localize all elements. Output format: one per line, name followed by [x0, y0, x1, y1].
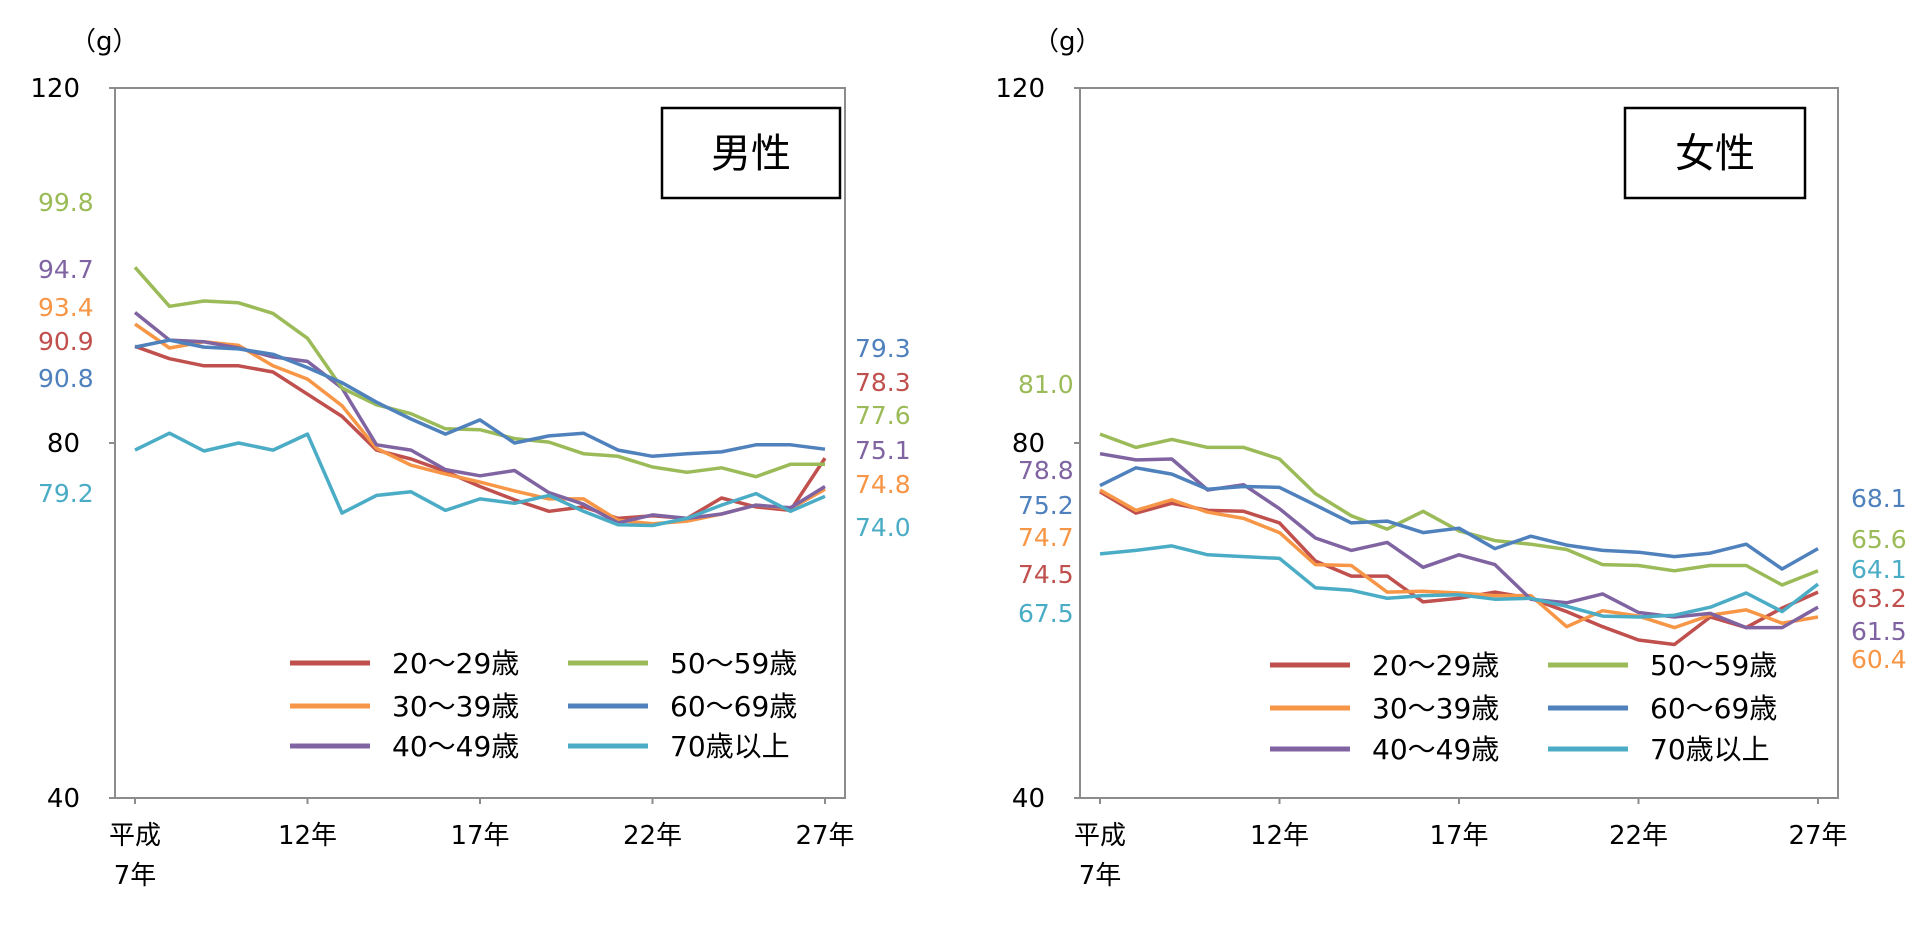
start-value-label: 78.8: [1018, 456, 1074, 485]
legend-label: 50～59歳: [670, 647, 797, 680]
legend-label: 40～49歳: [392, 730, 519, 763]
legend-label: 60～69歳: [670, 690, 797, 723]
end-value-label: 79.3: [855, 334, 911, 363]
series-line-5: [134, 431, 826, 528]
start-value-label: 75.2: [1018, 491, 1074, 520]
start-value-label: 99.8: [38, 188, 94, 217]
y-axis-unit: （g）: [70, 27, 139, 57]
chart-male: 120 80 40 （g） 平成 7年 12年 17年 22年 27年 男性 99.8 94.7 93.4…: [30, 27, 910, 891]
chart-female: 120 80 40 （g） 平成 7年 12年 17年 22年 27年 女性 81.0 78.8 75.2…: [995, 27, 1906, 891]
end-value-label: 74.8: [855, 470, 911, 499]
start-value-label: 90.9: [38, 327, 94, 356]
end-value-label: 75.1: [855, 436, 911, 465]
x-tick-label-line2: 7年: [114, 861, 157, 891]
y-tick-label: 40: [1012, 784, 1045, 814]
x-tick-label: 17年: [450, 821, 509, 851]
end-value-label: 61.5: [1851, 617, 1907, 646]
start-value-label: 90.8: [38, 364, 94, 393]
y-tick-label: 80: [47, 429, 80, 459]
legend-label: 30～39歳: [1372, 692, 1499, 725]
start-value-label: 81.0: [1018, 370, 1074, 399]
x-tick-label: 17年: [1429, 821, 1488, 851]
x-tick-label: 12年: [278, 821, 337, 851]
end-value-label: 60.4: [1851, 645, 1907, 674]
series-line-1: [1099, 488, 1819, 630]
legend-label: 20～29歳: [392, 647, 519, 680]
series-line-4: [134, 338, 826, 459]
y-axis-unit: （g）: [1033, 27, 1102, 57]
series-line-2: [1099, 451, 1819, 630]
legend-label: 70歳以上: [1650, 733, 1770, 766]
start-value-label: 74.5: [1018, 560, 1074, 589]
end-value-label: 78.3: [855, 368, 911, 397]
series-line-3: [133, 266, 825, 479]
x-tick-label: 22年: [1609, 821, 1668, 851]
series-line-0: [134, 344, 827, 521]
chart-title-box: [1623, 106, 1807, 200]
legend-label: 40～49歳: [1372, 733, 1499, 766]
y-tick-label: 80: [1012, 429, 1045, 459]
end-value-label: 74.0: [855, 513, 911, 542]
series-line-1: [134, 322, 826, 526]
chart-title: 女性: [1675, 131, 1755, 177]
x-tick-label-line2: 7年: [1079, 861, 1122, 891]
y-tick-label: 120: [995, 74, 1045, 104]
x-tick-label: 平成: [1074, 821, 1126, 851]
end-value-label: 68.1: [1851, 484, 1907, 513]
x-tick-label: 27年: [795, 821, 854, 851]
x-tick-label: 12年: [1250, 821, 1309, 851]
x-tick-label: 27年: [1788, 821, 1847, 851]
series-line-4: [1099, 466, 1819, 571]
end-value-label: 64.1: [1851, 555, 1907, 584]
series-line-5: [1099, 544, 1820, 619]
series-line-3: [1099, 432, 1819, 587]
legend-label: 70歳以上: [670, 730, 790, 763]
legend: 20～29歳 50～59歳 30～39歳 60～69歳 40～49歳 70歳以上: [290, 647, 797, 763]
start-value-label: 94.7: [38, 255, 94, 284]
legend-label: 30～39歳: [392, 690, 519, 723]
legend-label: 50～59歳: [1650, 649, 1777, 682]
chart-title-box: [660, 106, 842, 200]
end-value-label: 65.6: [1851, 525, 1907, 554]
start-value-label: 67.5: [1018, 599, 1074, 628]
legend: 20～29歳 50～59歳 30～39歳 60～69歳 40～49歳 70歳以上: [1270, 649, 1777, 766]
y-tick-label: 120: [30, 74, 80, 104]
legend-label: 60～69歳: [1650, 692, 1777, 725]
start-value-label: 79.2: [38, 479, 94, 508]
start-value-label: 74.7: [1018, 523, 1074, 552]
x-tick-label: 22年: [623, 821, 682, 851]
start-value-label: 93.4: [38, 293, 94, 322]
chart-title: 男性: [711, 131, 791, 177]
y-tick-label: 40: [47, 784, 80, 814]
legend-label: 20～29歳: [1372, 649, 1499, 682]
series-line-0: [1099, 490, 1819, 647]
x-tick-label: 平成: [109, 821, 161, 851]
end-value-label: 63.2: [1851, 584, 1907, 613]
end-value-label: 77.6: [855, 401, 911, 430]
